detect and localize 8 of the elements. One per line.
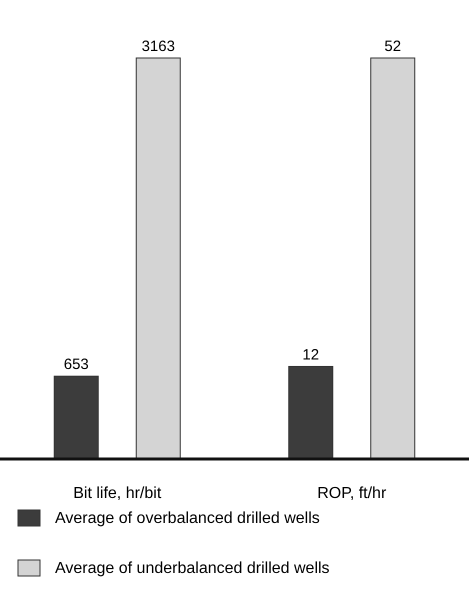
legend-label: Average of underbalanced drilled wells bbox=[55, 560, 330, 577]
data-label: 653 bbox=[64, 356, 89, 374]
x-tick-label: Bit life, hr/bit bbox=[73, 485, 162, 502]
data-label: 3163 bbox=[142, 38, 175, 55]
data-label: 52 bbox=[384, 38, 402, 55]
data-label: 12 bbox=[302, 346, 320, 364]
x-tick-label: ROP, ft/hr bbox=[317, 485, 387, 502]
legend-label: Average of overbalanced drilled wells bbox=[55, 510, 320, 527]
